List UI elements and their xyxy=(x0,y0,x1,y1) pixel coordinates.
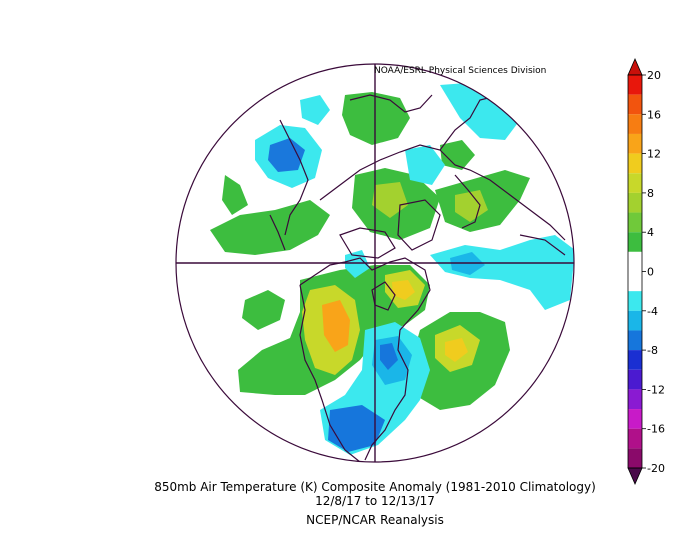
colorbar-tick-label: 12 xyxy=(647,148,661,161)
colorbar-tick-label: -12 xyxy=(647,383,665,396)
anomaly-cold-core-1 xyxy=(268,138,305,172)
colorbar: 20 16 12 8 4 0 -4 -8 -12 -16 -20 xyxy=(627,58,665,485)
anomaly-warm-8 xyxy=(242,290,285,330)
colorbar-swatch xyxy=(628,310,642,331)
colorbar-swatch xyxy=(628,192,642,213)
anomaly-warm-1 xyxy=(342,92,410,145)
colorbar-arrow-top xyxy=(627,58,643,76)
anomaly-field xyxy=(210,82,574,455)
colorbar-tick-label: 16 xyxy=(647,108,661,121)
colorbar-swatch xyxy=(628,133,642,154)
coast-greenland xyxy=(397,199,441,251)
colorbar-swatch xyxy=(628,428,642,449)
polar-disc-outline xyxy=(175,63,575,463)
coast-asia-east xyxy=(279,119,309,236)
anomaly-warm-9 xyxy=(440,140,475,170)
coast-africa-north xyxy=(519,234,566,256)
coast-japan xyxy=(269,214,286,251)
anomaly-warm-4 xyxy=(210,200,330,255)
anomaly-cold-2 xyxy=(440,82,520,140)
colorbar-tick-label: 4 xyxy=(647,226,654,239)
colorbar-swatch xyxy=(628,350,642,370)
credit-text: NOAA/ESRL Physical Sciences Division xyxy=(374,66,547,76)
colorbar-swatch xyxy=(628,291,642,311)
colorbar-tick-label: 8 xyxy=(647,187,654,200)
anomaly-warm-core-7 xyxy=(372,182,408,218)
colorbar-swatch xyxy=(628,271,642,292)
coast-west-america xyxy=(299,284,361,462)
anomaly-cold-core-5c xyxy=(328,405,385,452)
coast-eurasia xyxy=(319,144,566,241)
figure-title: 850mb Air Temperature (K) Composite Anom… xyxy=(154,480,596,494)
colorbar-tick-label: -8 xyxy=(647,344,658,357)
colorbar-swatch xyxy=(628,212,642,233)
anomaly-cold-7 xyxy=(345,250,370,278)
graticule xyxy=(176,64,574,462)
colorbar-tick-label: 20 xyxy=(647,69,661,82)
colorbar-swatch xyxy=(628,94,642,115)
colorbar-swatch xyxy=(628,232,642,252)
anomaly-warm-core-2 xyxy=(322,300,350,352)
coast-arctic-islands xyxy=(339,227,396,259)
coastlines xyxy=(269,94,566,462)
colorbar-tick-label: -20 xyxy=(647,462,665,475)
colorbar-swatch xyxy=(628,173,642,193)
colorbar-tick-label: -4 xyxy=(647,305,658,318)
anomaly-warm-core-8 xyxy=(455,190,488,222)
colorbar-swatch xyxy=(628,75,642,95)
colorbar-tick-label: 0 xyxy=(647,266,654,279)
colorbar-swatch xyxy=(628,409,642,429)
coast-scandinavia xyxy=(454,174,481,229)
coast-siberia xyxy=(349,94,433,113)
colorbar-swatch xyxy=(628,251,642,272)
colorbar-tick-label: -16 xyxy=(647,423,665,436)
date-range: 12/8/17 to 12/13/17 xyxy=(315,494,435,508)
anomaly-cold-core-5b xyxy=(380,343,398,370)
anomaly-warm-core-4 xyxy=(392,280,415,300)
colorbar-swatch xyxy=(628,114,642,134)
anomaly-warm-core-6 xyxy=(445,338,468,362)
colorbar-swatch xyxy=(628,448,642,468)
anomaly-cold-6 xyxy=(300,95,330,125)
colorbar-swatch xyxy=(628,389,642,410)
colorbar-swatch xyxy=(628,153,642,174)
coast-north-america xyxy=(299,257,431,461)
source-label: NCEP/NCAR Reanalysis xyxy=(306,513,444,527)
anomaly-cold-3 xyxy=(405,145,445,185)
colorbar-swatch xyxy=(628,369,642,390)
colorbar-swatch xyxy=(628,330,642,351)
anomaly-warm-5 xyxy=(222,175,248,215)
